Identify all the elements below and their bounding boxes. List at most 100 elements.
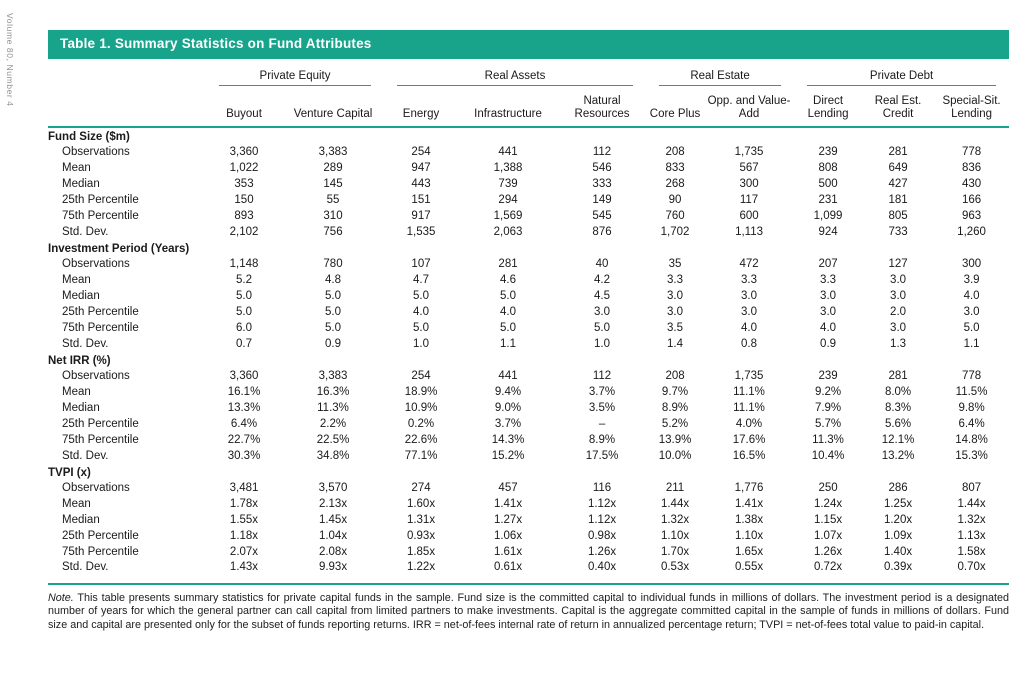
data-cell: 9.0% <box>494 402 522 414</box>
note-text: This table presents summary statistics f… <box>48 592 1010 631</box>
row-label: 25th Percentile <box>62 418 139 430</box>
data-cell: 4.7 <box>413 274 430 286</box>
row-label: Std. Dev. <box>62 226 109 238</box>
table-row: Observations 3,360 3,383 254 441 112 208 1,735 2… <box>48 368 1009 384</box>
data-cell: 1.41x <box>493 498 523 510</box>
data-cell: 3.0 <box>667 290 684 302</box>
data-cell: 274 <box>411 482 431 494</box>
data-cell: 1.22x <box>406 561 436 573</box>
data-cell: 457 <box>498 482 518 494</box>
data-cell: 3,481 <box>229 482 259 494</box>
data-cell: 5.0 <box>500 322 517 334</box>
section-header-row: Investment Period (Years) <box>48 240 1009 256</box>
data-cell: 208 <box>665 370 685 382</box>
data-cell: 0.70x <box>957 561 986 573</box>
table-row: Observations 3,360 3,383 254 441 112 208 1,735 2… <box>48 144 1009 160</box>
data-cell: 1,569 <box>493 210 523 222</box>
data-cell: 1.04x <box>318 530 348 542</box>
column-group: Real Assets <box>384 68 646 86</box>
data-cell: 893 <box>234 210 254 222</box>
data-cell: 546 <box>592 162 612 174</box>
row-label: 25th Percentile <box>62 194 139 206</box>
row-label: 75th Percentile <box>62 434 139 446</box>
data-cell: 239 <box>818 146 838 158</box>
row-label: Median <box>62 402 100 414</box>
data-cell: 443 <box>411 178 431 190</box>
column-header: Energy <box>384 86 459 128</box>
table-page: Table 1. Summary Statistics on Fund Attr… <box>48 30 1010 632</box>
data-cell: 231 <box>818 194 838 206</box>
data-cell: 10.9% <box>404 402 438 414</box>
data-cell: 9.93x <box>318 561 348 573</box>
data-cell: 1.15x <box>813 514 843 526</box>
data-cell: 22.6% <box>404 434 438 446</box>
table-title: Table 1. Summary Statistics on Fund Attr… <box>60 36 372 51</box>
data-cell: 281 <box>888 370 908 382</box>
data-cell: 3.7% <box>494 418 522 430</box>
data-cell: 151 <box>411 194 431 206</box>
data-cell: 1.0 <box>594 338 611 350</box>
table-row: Median 1.55x 1.45x 1.31x 1.27x 1.12x 1.32x 1.38… <box>48 512 1009 528</box>
row-label: Mean <box>62 498 91 510</box>
data-cell: 545 <box>592 210 612 222</box>
data-cell: 760 <box>665 210 685 222</box>
column-header: Real Est. Credit <box>862 86 935 128</box>
data-cell: 3.3 <box>741 274 758 286</box>
data-cell: 1.10x <box>660 530 690 542</box>
data-cell: 1,735 <box>734 146 764 158</box>
data-cell: 3.3 <box>820 274 837 286</box>
data-cell: 3,570 <box>318 482 348 494</box>
data-cell: 1.27x <box>493 514 523 526</box>
data-cell: 5.6% <box>884 418 912 430</box>
data-cell: 1.55x <box>229 514 259 526</box>
data-cell: 107 <box>411 258 431 270</box>
data-cell: 805 <box>888 210 908 222</box>
table-row: Std. Dev. 1.43x 9.93x 1.22x 0.61x 0.40x 0.53x 0… <box>48 560 1009 584</box>
section-header: Fund Size ($m) <box>48 131 130 143</box>
row-label: Std. Dev. <box>62 338 109 350</box>
data-cell: 0.40x <box>587 561 617 573</box>
data-cell: 289 <box>323 162 343 174</box>
data-cell: 1,735 <box>734 370 764 382</box>
data-cell: 1.26x <box>587 546 617 558</box>
section-header: Net IRR (%) <box>48 355 111 367</box>
data-cell: 127 <box>888 258 908 270</box>
summary-statistics-table: Private Equity Real Assets Real Estate Priv… <box>48 68 1010 585</box>
data-cell: 8.0% <box>884 386 912 398</box>
data-cell: 5.2 <box>236 274 252 286</box>
data-cell: 11.3% <box>812 434 844 446</box>
data-cell: 1.43x <box>229 561 259 573</box>
data-cell: 0.98x <box>587 530 617 542</box>
data-cell: 13.3% <box>227 402 261 414</box>
section-header: TVPI (x) <box>48 467 91 479</box>
section-header-row: TVPI (x) <box>48 464 1009 480</box>
table-row: Median 353 145 443 739 333 268 300 500 427 430 <box>48 176 1009 192</box>
data-cell: 1,148 <box>229 258 259 270</box>
column-group: Private Equity <box>206 68 384 86</box>
data-cell: 1,022 <box>229 162 259 174</box>
data-cell: 281 <box>888 146 908 158</box>
data-cell: 11.3% <box>317 402 349 414</box>
data-cell: 5.0 <box>594 322 611 334</box>
data-cell: 1.18x <box>229 530 259 542</box>
data-cell: 3.0 <box>594 306 611 318</box>
data-cell: 808 <box>818 162 838 174</box>
column-header: Natural Resources <box>558 86 647 128</box>
data-cell: 739 <box>498 178 518 190</box>
data-cell: 9.4% <box>494 386 522 398</box>
row-label: 75th Percentile <box>62 210 139 222</box>
data-cell: 22.7% <box>227 434 261 446</box>
data-cell: 778 <box>961 370 982 382</box>
data-cell: 1.38x <box>734 514 764 526</box>
data-cell: 300 <box>739 178 759 190</box>
data-cell: 1.1 <box>963 338 980 350</box>
data-cell: 30.3% <box>227 450 261 462</box>
table-row: Median 5.0 5.0 5.0 5.0 4.5 3.0 3.0 3.0 3.0 4.0 <box>48 288 1009 304</box>
data-cell: 1.26x <box>813 546 843 558</box>
table-row: Std. Dev. 30.3% 34.8% 77.1% 15.2% 17.5% 10.0% 1… <box>48 448 1009 464</box>
column-header: Infrastructure <box>458 86 559 128</box>
table-row: Mean 5.2 4.8 4.7 4.6 4.2 3.3 3.3 3.3 3.0 3.9 <box>48 272 1009 288</box>
table-row: 25th Percentile 150 55 151 294 149 90 117 231 181… <box>48 192 1009 208</box>
data-cell: 780 <box>323 258 343 270</box>
journal-spine-text: Volume 80, Number 4 <box>5 13 15 107</box>
